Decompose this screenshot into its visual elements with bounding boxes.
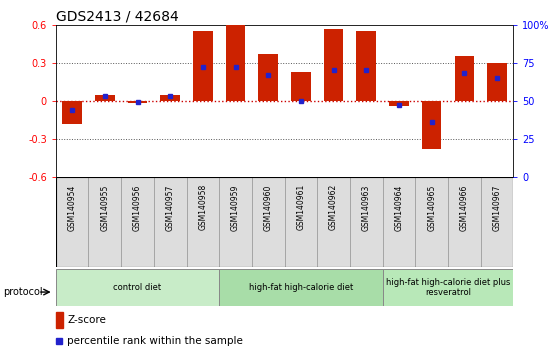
Bar — [258, 54, 278, 101]
Bar — [193, 31, 213, 101]
Text: GDS2413 / 42684: GDS2413 / 42684 — [56, 10, 179, 24]
Bar — [154, 177, 186, 267]
Text: GSM140963: GSM140963 — [362, 184, 371, 230]
Text: protocol: protocol — [3, 287, 42, 297]
Bar — [291, 72, 311, 101]
Text: GSM140965: GSM140965 — [427, 184, 436, 230]
Bar — [186, 177, 219, 267]
Bar — [389, 101, 409, 106]
Text: high-fat high-calorie diet: high-fat high-calorie diet — [249, 283, 353, 292]
Bar — [383, 269, 513, 306]
Text: percentile rank within the sample: percentile rank within the sample — [67, 336, 243, 346]
Bar — [56, 312, 63, 329]
Text: GSM140961: GSM140961 — [296, 184, 305, 230]
Bar — [318, 177, 350, 267]
Bar — [324, 29, 343, 101]
Bar — [383, 177, 415, 267]
Text: GSM140958: GSM140958 — [199, 184, 208, 230]
Text: GSM140957: GSM140957 — [166, 184, 175, 230]
Text: GSM140967: GSM140967 — [493, 184, 502, 230]
Bar — [226, 25, 246, 101]
Text: GSM140966: GSM140966 — [460, 184, 469, 230]
Text: GSM140954: GSM140954 — [68, 184, 76, 230]
Text: GSM140959: GSM140959 — [231, 184, 240, 230]
Bar — [89, 177, 121, 267]
Bar — [285, 177, 318, 267]
Bar — [422, 101, 441, 149]
Bar — [219, 177, 252, 267]
Bar — [448, 177, 480, 267]
Text: control diet: control diet — [113, 283, 162, 292]
Bar — [480, 177, 513, 267]
Bar — [56, 269, 219, 306]
Bar — [121, 177, 154, 267]
Bar — [62, 101, 82, 124]
Bar — [415, 177, 448, 267]
Bar — [357, 31, 376, 101]
Text: GSM140964: GSM140964 — [395, 184, 403, 230]
Bar — [95, 95, 114, 101]
Text: high-fat high-calorie diet plus
resveratrol: high-fat high-calorie diet plus resverat… — [386, 278, 510, 297]
Bar — [350, 177, 383, 267]
Text: GSM140960: GSM140960 — [264, 184, 273, 230]
Text: Z-score: Z-score — [67, 315, 106, 325]
Bar — [128, 101, 147, 103]
Bar — [487, 63, 507, 101]
Bar — [219, 269, 383, 306]
Text: GSM140956: GSM140956 — [133, 184, 142, 230]
Text: GSM140962: GSM140962 — [329, 184, 338, 230]
Text: GSM140955: GSM140955 — [100, 184, 109, 230]
Bar — [455, 57, 474, 101]
Bar — [160, 95, 180, 101]
Bar — [252, 177, 285, 267]
Bar — [56, 177, 89, 267]
